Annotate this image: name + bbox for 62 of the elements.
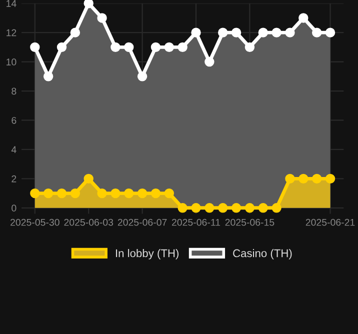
point [285, 28, 295, 38]
y-tick-label: 8 [12, 88, 16, 95]
point [298, 13, 308, 23]
point [150, 42, 161, 52]
point [110, 42, 120, 52]
point [272, 203, 282, 213]
y-tick-label: 4 [11, 146, 16, 153]
point [231, 28, 242, 38]
point [43, 188, 54, 198]
point [164, 42, 174, 52]
point [312, 28, 322, 38]
point [30, 188, 40, 198]
point [110, 188, 120, 198]
point [178, 203, 188, 213]
point [218, 28, 228, 38]
point [244, 203, 255, 213]
point [70, 28, 80, 38]
point [97, 13, 107, 23]
point [30, 42, 40, 52]
point [204, 56, 214, 67]
x-tick-label: 2025-06-07 [118, 218, 167, 226]
point [150, 188, 161, 198]
point [84, 0, 94, 8]
point [325, 174, 336, 184]
point [84, 174, 94, 184]
point [312, 174, 322, 184]
point [231, 203, 242, 213]
y-tick-label: 10 [6, 58, 16, 66]
point [244, 42, 255, 52]
y-tick-label: 12 [6, 29, 16, 36]
x-tick-label: 2025-06-21 [306, 218, 355, 226]
point [218, 203, 228, 213]
point [191, 28, 201, 38]
x-tick-label: 2025-06-11 [172, 218, 220, 226]
point [164, 188, 174, 198]
point [204, 203, 214, 213]
point [325, 28, 336, 38]
point [298, 174, 308, 184]
y-tick-label: 14 [6, 0, 16, 7]
point [70, 188, 80, 198]
x-tick-label: 2025-06-15 [225, 218, 274, 226]
point [272, 28, 282, 38]
point [56, 188, 67, 198]
point [258, 28, 268, 38]
legend-label: In lobby (TH) [116, 249, 179, 260]
point [258, 203, 268, 213]
point [43, 72, 54, 82]
point [124, 188, 134, 198]
point [137, 188, 148, 198]
point [56, 42, 67, 52]
legend-label: Casino (TH) [233, 249, 292, 260]
point [97, 188, 107, 198]
point [191, 203, 201, 213]
x-tick-label: 2025-06-03 [64, 218, 114, 226]
point [285, 174, 295, 184]
x-tick-label: 2025-05-30 [10, 218, 60, 226]
point [124, 42, 134, 52]
point [178, 42, 188, 52]
point [137, 72, 148, 82]
y-tick-label: 6 [12, 116, 16, 124]
y-tick-label: 2 [12, 175, 16, 182]
y-tick-label: 0 [12, 204, 16, 212]
